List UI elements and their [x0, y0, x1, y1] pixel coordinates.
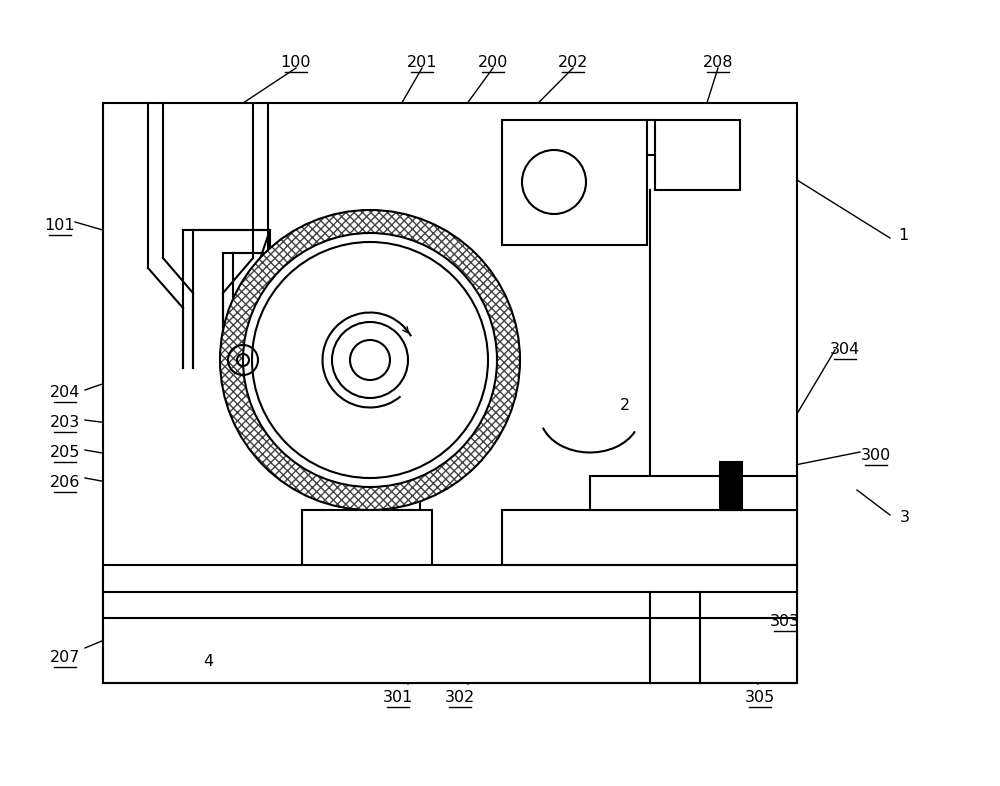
Text: 206: 206 [50, 475, 80, 490]
Text: 202: 202 [558, 55, 588, 70]
Bar [502, 120, 647, 245]
Text: 208: 208 [703, 55, 733, 70]
Text: 100: 100 [281, 55, 311, 70]
Text: 303: 303 [770, 614, 800, 629]
Text: 304: 304 [830, 342, 860, 357]
Bar [103, 565, 797, 683]
Text: 201: 201 [407, 55, 437, 70]
Bar [720, 462, 742, 510]
Bar [502, 510, 797, 565]
Text: 200: 200 [478, 55, 508, 70]
Bar [302, 510, 432, 630]
Text: 305: 305 [745, 690, 775, 705]
Text: 2: 2 [620, 398, 630, 413]
Circle shape [220, 210, 520, 510]
Text: 301: 301 [383, 690, 413, 705]
Text: 204: 204 [50, 385, 80, 400]
Bar [375, 490, 420, 510]
Bar [590, 476, 797, 510]
Text: 205: 205 [50, 445, 80, 460]
Bar [103, 103, 797, 683]
Text: 302: 302 [445, 690, 475, 705]
Text: 3: 3 [900, 510, 910, 525]
Circle shape [243, 233, 497, 487]
Text: 207: 207 [50, 650, 80, 665]
Text: 203: 203 [50, 415, 80, 430]
Text: 101: 101 [45, 218, 75, 233]
Text: 300: 300 [861, 448, 891, 463]
Bar [655, 120, 740, 190]
Text: 4: 4 [203, 654, 213, 669]
Text: 1: 1 [898, 228, 908, 243]
Circle shape [220, 210, 520, 510]
